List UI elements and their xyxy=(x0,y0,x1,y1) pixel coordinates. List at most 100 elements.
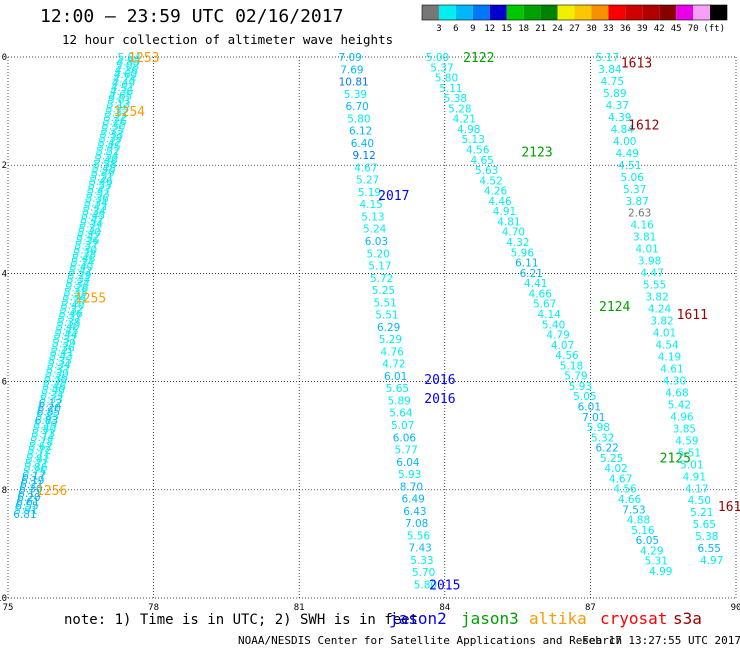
swh-data-label: 5.89 xyxy=(603,88,626,100)
track-jason2: 7.097.6910.815.396.705.806.126.409.124.6… xyxy=(338,52,460,593)
swh-data-label: 5.65 xyxy=(693,519,716,531)
legend-level-label: 18 xyxy=(518,24,529,34)
swh-data-label: 5.37 xyxy=(623,184,646,196)
swh-data-label: 5.26 xyxy=(65,283,89,295)
swh-data-label: 4.84 xyxy=(611,124,635,136)
swh-data-label: 5.38 xyxy=(57,317,80,329)
swh-data-label: 5.31 xyxy=(645,556,668,568)
swh-data-label: 5.05 xyxy=(573,391,596,403)
x-tick-label: 87 xyxy=(585,603,596,613)
swh-data-label: 5.06 xyxy=(621,172,645,184)
swh-data-label: 5.40 xyxy=(78,227,101,239)
swh-data-label: 5.30 xyxy=(74,244,97,256)
swh-data-label: 4.26 xyxy=(484,186,508,198)
swh-data-label: 6.20 xyxy=(17,492,40,504)
swh-data-label: 5.42 xyxy=(77,231,100,243)
track-altika: 5.844.855.084.364.604.744.494.514.364.65… xyxy=(13,51,159,521)
swh-data-label: 5.11 xyxy=(439,83,462,95)
swh-data-label: 5.39 xyxy=(99,133,122,145)
swh-data-label: 5.43 xyxy=(84,202,107,214)
pass-time-label: 1254 xyxy=(114,105,145,120)
swh-data-label: 5.51 xyxy=(373,297,396,309)
swh-data-label: 4.76 xyxy=(380,346,404,358)
swh-data-label: 5.85 xyxy=(36,411,59,423)
swh-data-label: 5.21 xyxy=(690,507,713,519)
pass-time-label: 2017 xyxy=(378,189,409,204)
swh-data-label: 5.75 xyxy=(23,466,46,478)
swh-data-label: 5.25 xyxy=(106,103,129,115)
swh-data-label: 7.69 xyxy=(340,64,363,76)
swh-data-label: 5.80 xyxy=(347,113,370,125)
swh-data-label: 4.39 xyxy=(608,112,631,124)
swh-data-label: 5.40 xyxy=(70,261,93,273)
swh-data-label: 5.35 xyxy=(48,355,71,367)
swh-data-label: 4.07 xyxy=(551,340,574,352)
legend-level-label: 42 xyxy=(654,24,665,34)
swh-data-label: 7.43 xyxy=(408,543,431,555)
swh-data-label: 3.82 xyxy=(650,316,673,328)
swh-data-label: 5.13 xyxy=(361,211,384,223)
swh-data-label: 4.49 xyxy=(112,78,135,90)
chart-grid xyxy=(7,56,737,599)
legend-level-label: 33 xyxy=(603,24,614,34)
swh-data-label: 4.56 xyxy=(555,350,579,362)
legend-swatch xyxy=(591,5,609,20)
swh-data-label: 5.47 xyxy=(87,184,110,196)
swh-data-label: 5.42 xyxy=(69,266,92,278)
swh-data-label: 6.22 xyxy=(595,443,618,455)
swh-data-label: 4.01 xyxy=(653,328,676,340)
swh-data-label: 5.72 xyxy=(28,445,51,457)
swh-data-label: 6.55 xyxy=(15,501,38,513)
swh-data-label: 6.40 xyxy=(351,138,374,150)
credit-line: NOAA/NESDIS Center for Satellite Applica… xyxy=(238,634,623,647)
swh-data-label: 6.19 xyxy=(21,475,44,487)
swh-data-label: 3.81 xyxy=(633,232,656,244)
pass-time-label: 2016 xyxy=(424,392,455,407)
swh-data-label: 5.19 xyxy=(358,187,381,199)
swh-data-label: 5.51 xyxy=(678,447,701,459)
swh-data-label: 5.45 xyxy=(55,325,78,337)
timestamp: Feb 17 13:27:55 UTC 2017 xyxy=(582,634,740,647)
swh-data-label: 6.61 xyxy=(16,496,39,508)
swh-data-label: 5.48 xyxy=(92,163,115,175)
swh-data-label: 4.70 xyxy=(502,227,525,239)
legend-swatch xyxy=(659,5,677,20)
swh-data-label: 5.30 xyxy=(102,120,125,132)
legend-s3a: s3a xyxy=(673,609,702,628)
swh-data-label: 5.70 xyxy=(412,567,435,579)
swh-data-label: 5.13 xyxy=(462,134,485,146)
swh-data-label: 5.51 xyxy=(375,310,398,322)
swh-data-label: 5.40 xyxy=(542,319,565,331)
swh-data-label: 5.37 xyxy=(430,62,453,74)
swh-data-label: 4.32 xyxy=(506,237,529,249)
y-tick-label: -6 xyxy=(0,378,7,388)
swh-data-label: 5.53 xyxy=(86,189,109,201)
swh-data-label: 4.59 xyxy=(675,435,698,447)
swh-data-label: 4.91 xyxy=(683,471,706,483)
swh-data-label: 3.98 xyxy=(638,256,661,268)
swh-data-label: 5.62 xyxy=(29,441,52,453)
swh-data-label: 5.01 xyxy=(680,459,703,471)
swh-data-label: 7.09 xyxy=(338,52,361,64)
swh-data-label: 6.01 xyxy=(578,401,601,413)
swh-data-label: 5.72 xyxy=(370,273,393,285)
swh-data-label: 5.55 xyxy=(643,280,666,292)
swh-data-label: 4.21 xyxy=(453,114,476,126)
pass-time-label: 2123 xyxy=(521,146,552,161)
pass-time-label: 1613 xyxy=(621,56,652,71)
swh-data-label: 4.97 xyxy=(700,555,723,567)
swh-data-label: 5.44 xyxy=(54,330,78,342)
swh-data-label: 5.80 xyxy=(33,424,56,436)
swh-data-label: 6.21 xyxy=(520,268,543,280)
swh-data-label: 5.45 xyxy=(82,210,105,222)
swh-data-label: 5.28 xyxy=(448,103,471,115)
legend-level-label: 12 xyxy=(484,24,495,34)
swh-data-label: 6.81 xyxy=(13,509,36,521)
swh-data-label: 5.80 xyxy=(414,579,437,591)
swh-data-label: 8.70 xyxy=(400,481,423,493)
swh-data-label: 4.02 xyxy=(604,463,627,475)
pass-time-label: 2124 xyxy=(599,300,630,315)
swh-data-label: 5.01 xyxy=(108,95,131,107)
swh-data-label: 5.86 xyxy=(24,462,48,474)
swh-data-label: 4.67 xyxy=(354,162,377,174)
